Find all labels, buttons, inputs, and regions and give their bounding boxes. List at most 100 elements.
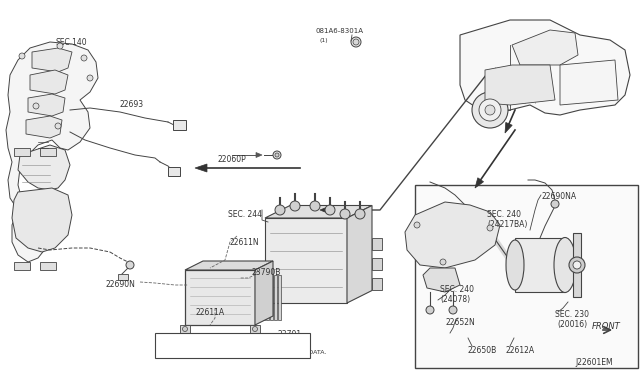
- Bar: [415, 185, 638, 368]
- Circle shape: [355, 209, 365, 219]
- Polygon shape: [278, 275, 281, 320]
- Polygon shape: [573, 233, 581, 297]
- Polygon shape: [195, 164, 207, 172]
- Text: 22611A: 22611A: [196, 308, 225, 317]
- Text: 22611N: 22611N: [230, 238, 260, 247]
- Polygon shape: [6, 42, 98, 262]
- Circle shape: [569, 257, 585, 273]
- Text: FRONT: FRONT: [592, 322, 621, 331]
- Circle shape: [573, 261, 581, 269]
- Polygon shape: [515, 238, 565, 292]
- Circle shape: [325, 205, 335, 215]
- Circle shape: [351, 37, 361, 47]
- Polygon shape: [405, 202, 500, 268]
- Circle shape: [472, 92, 508, 128]
- Polygon shape: [505, 122, 512, 133]
- Polygon shape: [18, 145, 70, 190]
- Text: J22601EM: J22601EM: [575, 358, 612, 367]
- Circle shape: [479, 99, 501, 121]
- Text: 22693: 22693: [120, 100, 144, 109]
- Bar: [372, 238, 382, 250]
- Text: 22612A: 22612A: [506, 346, 535, 355]
- Polygon shape: [347, 205, 372, 303]
- Text: 081A6-8301A: 081A6-8301A: [315, 28, 363, 34]
- Text: (20016): (20016): [557, 320, 587, 329]
- Circle shape: [414, 222, 420, 228]
- Polygon shape: [460, 20, 630, 115]
- Polygon shape: [270, 275, 273, 320]
- Circle shape: [19, 53, 25, 59]
- Circle shape: [551, 200, 559, 208]
- Circle shape: [57, 43, 63, 49]
- Text: 22652N: 22652N: [446, 318, 476, 327]
- Polygon shape: [512, 30, 578, 65]
- Circle shape: [290, 201, 300, 211]
- Text: THIS ECU MUST BE PROGRAMMED DATA.: THIS ECU MUST BE PROGRAMMED DATA.: [200, 350, 326, 355]
- Text: 23701: 23701: [278, 330, 302, 339]
- Bar: [40, 148, 56, 156]
- Polygon shape: [185, 261, 273, 270]
- Circle shape: [440, 259, 446, 265]
- Polygon shape: [265, 205, 372, 218]
- Circle shape: [275, 205, 285, 215]
- Polygon shape: [560, 60, 618, 105]
- Ellipse shape: [506, 240, 524, 290]
- Bar: [173, 120, 186, 130]
- Bar: [250, 325, 260, 333]
- Polygon shape: [266, 275, 269, 320]
- Text: SEC. 240: SEC. 240: [487, 210, 521, 219]
- Text: SEC.140: SEC.140: [55, 38, 86, 47]
- Circle shape: [33, 103, 39, 109]
- Circle shape: [310, 201, 320, 211]
- Circle shape: [273, 151, 281, 159]
- Ellipse shape: [554, 237, 576, 292]
- Circle shape: [340, 209, 350, 219]
- Circle shape: [353, 39, 359, 45]
- Text: SEC. 230: SEC. 230: [555, 310, 589, 319]
- Text: 22690NA: 22690NA: [541, 192, 576, 201]
- Circle shape: [426, 306, 434, 314]
- Circle shape: [87, 75, 93, 81]
- Text: SEC. 240: SEC. 240: [440, 285, 474, 294]
- Polygon shape: [274, 275, 277, 320]
- Polygon shape: [262, 275, 265, 320]
- Polygon shape: [26, 116, 62, 138]
- Text: 22690N: 22690N: [105, 280, 135, 289]
- Bar: [180, 325, 190, 333]
- Text: (24078): (24078): [440, 295, 470, 304]
- Bar: [372, 258, 382, 270]
- Circle shape: [449, 306, 457, 314]
- Text: 23790B: 23790B: [252, 268, 282, 277]
- Polygon shape: [320, 206, 330, 214]
- Polygon shape: [475, 178, 484, 188]
- Bar: [372, 278, 382, 290]
- Text: (24217BA): (24217BA): [487, 220, 527, 229]
- Bar: [40, 262, 56, 270]
- Polygon shape: [12, 188, 72, 252]
- Circle shape: [275, 153, 279, 157]
- Polygon shape: [28, 94, 65, 116]
- Circle shape: [55, 123, 61, 129]
- Polygon shape: [30, 70, 68, 94]
- Polygon shape: [423, 268, 460, 292]
- Circle shape: [81, 55, 87, 61]
- Circle shape: [182, 327, 188, 331]
- Polygon shape: [32, 48, 72, 72]
- Bar: [14, 262, 30, 270]
- Bar: [155, 333, 310, 358]
- Polygon shape: [258, 275, 261, 320]
- Polygon shape: [255, 261, 273, 325]
- Bar: [168, 167, 180, 176]
- Circle shape: [485, 105, 495, 115]
- Polygon shape: [256, 153, 262, 157]
- Polygon shape: [485, 65, 555, 105]
- Text: ATTENTION: ATTENTION: [200, 340, 239, 346]
- Bar: [14, 148, 30, 156]
- Text: 22650B: 22650B: [468, 346, 497, 355]
- Text: (1): (1): [320, 38, 328, 43]
- Circle shape: [126, 261, 134, 269]
- Bar: [118, 274, 128, 280]
- Text: 22060P: 22060P: [218, 155, 247, 164]
- Text: SEC. 244: SEC. 244: [228, 210, 262, 219]
- Polygon shape: [185, 270, 255, 325]
